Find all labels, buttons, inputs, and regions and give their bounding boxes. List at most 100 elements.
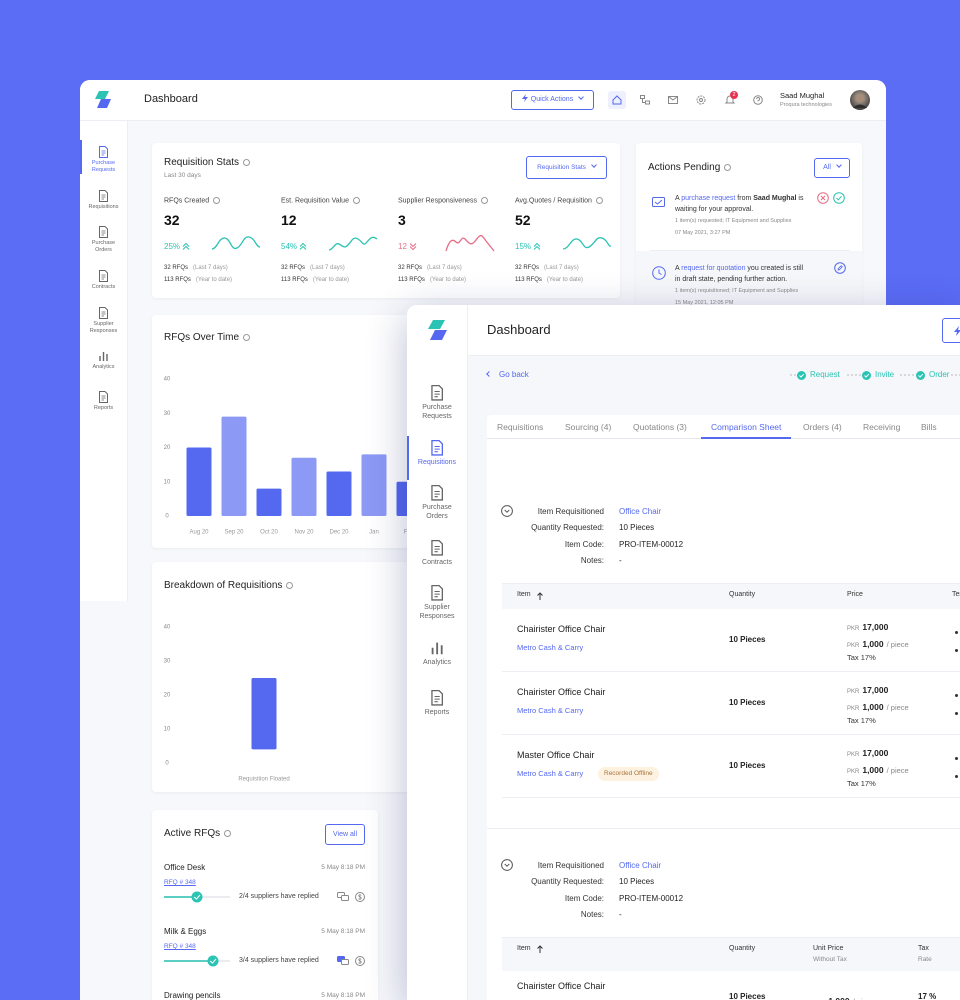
stat-recent: 32 RFQs: [281, 265, 306, 271]
nav-icon-part-part: [101, 230, 106, 236]
approve-button-part: [833, 192, 845, 204]
requisition-stats-card: Requisition Stats Last 30 days Requisiti…: [152, 143, 620, 298]
tab-underline: [701, 437, 791, 439]
nav-icon: [431, 690, 443, 706]
filter-dropdown[interactable]: All: [814, 158, 850, 178]
mail-icon-part: [668, 96, 678, 101]
currency: PKR: [847, 643, 860, 649]
stat-recent-note: (Last 7 days): [310, 265, 345, 271]
stat-recent-row: 32 RFQs (Last 7 days): [281, 265, 345, 271]
payment-icon: [355, 892, 365, 902]
stat-recent-note: (Last 7 days): [427, 265, 462, 271]
chevron: [578, 94, 585, 100]
chevron: [836, 162, 842, 168]
tab[interactable]: Requisitions: [497, 421, 544, 432]
quick-actions-button[interactable]: Quick Actions: [511, 90, 594, 110]
home-button[interactable]: [608, 91, 626, 109]
nav-icon-part: [431, 385, 443, 401]
column-header: Item: [517, 591, 531, 599]
go-back[interactable]: Go back: [486, 370, 529, 379]
rfq-name: Office Desk: [164, 863, 206, 873]
tab[interactable]: Quotations (3): [633, 421, 687, 432]
column-header: Quantity: [729, 591, 756, 599]
org-icon[interactable]: [640, 95, 650, 105]
detail-value: Office Chair: [619, 861, 662, 871]
view-all-button[interactable]: View all: [325, 824, 365, 845]
user-name: Saad Mughal: [780, 91, 825, 100]
nav-icon-part-part: [431, 485, 443, 501]
trend-icon-part: [182, 242, 190, 250]
nav-icon-part: [99, 307, 108, 319]
detail-value: 10 Pieces: [619, 523, 655, 533]
mail-icon[interactable]: [668, 96, 678, 104]
info-icon: [243, 158, 251, 166]
tab[interactable]: Bills: [921, 421, 937, 432]
stats-dropdown[interactable]: Requisition Stats: [526, 156, 607, 179]
approve-button[interactable]: [833, 192, 845, 204]
action-item-bg: [636, 251, 862, 313]
tab[interactable]: Orders (4): [803, 421, 842, 432]
nav-icon-part: [431, 440, 443, 456]
edit-button[interactable]: [834, 262, 846, 274]
table-header: [502, 937, 960, 971]
bar: [291, 457, 317, 516]
column-subheader: Without Tax: [813, 955, 847, 963]
help-icon[interactable]: [753, 95, 763, 105]
detail-label: Notes:: [580, 909, 604, 919]
price: 17,000: [862, 685, 889, 695]
header-border: [467, 355, 960, 356]
stat-change: 12: [398, 242, 407, 251]
go-back-label: Go back: [499, 370, 529, 379]
nav-label: Requisitions: [88, 204, 119, 210]
y-tick-label: 30: [164, 659, 171, 665]
step-check-part: [863, 373, 869, 378]
reject-button[interactable]: [817, 192, 829, 204]
term-bullet: [955, 648, 958, 652]
x-tick-label: Sep 20: [224, 530, 244, 536]
quick-actions-button[interactable]: [942, 318, 960, 343]
price: 17,000: [862, 622, 889, 632]
detail-value: 10 Pieces: [619, 877, 655, 887]
link[interactable]: purchase request: [681, 195, 736, 202]
nav-label: Purchase Orders: [422, 504, 452, 521]
stat-total-note: (Year to date): [429, 277, 467, 283]
back-chevron: [486, 371, 492, 377]
home-icon-part: [612, 95, 622, 105]
reject-button-part: [820, 195, 826, 201]
nav-icon-part: [431, 485, 443, 501]
step-check-part: [915, 370, 925, 380]
reply-progress: [164, 955, 230, 967]
sparkline-part: [445, 234, 495, 252]
rfq-replies: 3/4 suppliers have replied: [239, 956, 319, 964]
nav-icon-part-part: [434, 696, 440, 703]
logo-part: [428, 320, 445, 329]
nav-icon-part: [431, 690, 443, 706]
tab[interactable]: Receiving: [863, 421, 901, 432]
sparkline-part: [328, 236, 378, 251]
step-check-part: [796, 370, 806, 380]
nav-icon: [431, 585, 443, 601]
nav-icon-part: [99, 391, 108, 403]
tab[interactable]: Sourcing (4): [565, 421, 612, 432]
supplier: Metro Cash & Carry: [517, 706, 584, 716]
settings-icon[interactable]: [696, 95, 706, 105]
collapse-toggle[interactable]: [501, 859, 513, 871]
nav-icon-part-part: [99, 307, 108, 319]
mail-icon-part: [668, 96, 678, 104]
avatar[interactable]: [850, 90, 870, 110]
stat-recent-row: 32 RFQs (Last 7 days): [398, 265, 462, 271]
person: Saad Mughal: [753, 195, 797, 202]
nav-icon-part-part: [431, 385, 443, 401]
help-icon-part: [756, 97, 761, 102]
unit: / piece: [886, 766, 909, 775]
bar: [326, 471, 352, 516]
collapse-toggle[interactable]: [501, 505, 513, 517]
stat-recent-note: (Last 7 days): [193, 265, 228, 271]
nav-icon-part-part: [434, 591, 440, 598]
tab-active[interactable]: Comparison Sheet: [711, 421, 782, 432]
link[interactable]: request for quotation: [681, 265, 746, 272]
info-icon: [286, 581, 294, 589]
table-header: [502, 583, 960, 609]
